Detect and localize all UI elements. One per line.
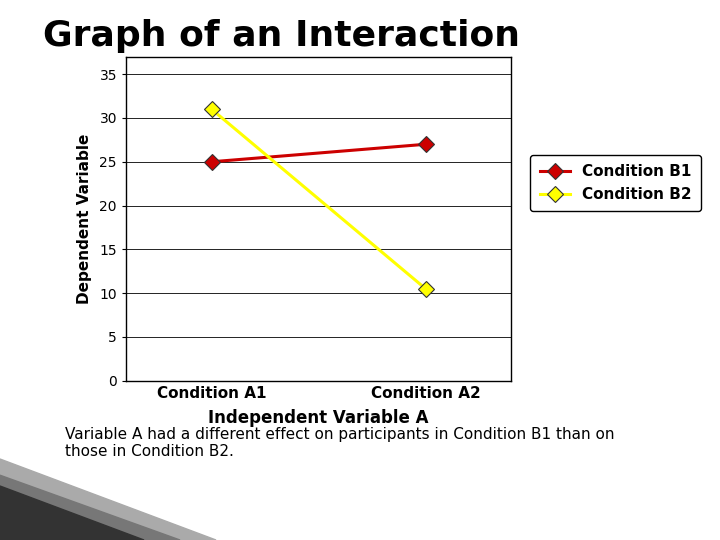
- X-axis label: Independent Variable A: Independent Variable A: [208, 409, 429, 427]
- Y-axis label: Dependent Variable: Dependent Variable: [78, 133, 92, 304]
- Polygon shape: [0, 475, 180, 540]
- Polygon shape: [0, 459, 216, 540]
- Legend: Condition B1, Condition B2: Condition B1, Condition B2: [531, 155, 701, 211]
- Text: Variable A had a different effect on participants in Condition B1 than on
those : Variable A had a different effect on par…: [65, 427, 614, 459]
- Text: Graph of an Interaction: Graph of an Interaction: [43, 19, 521, 53]
- Polygon shape: [0, 486, 144, 540]
